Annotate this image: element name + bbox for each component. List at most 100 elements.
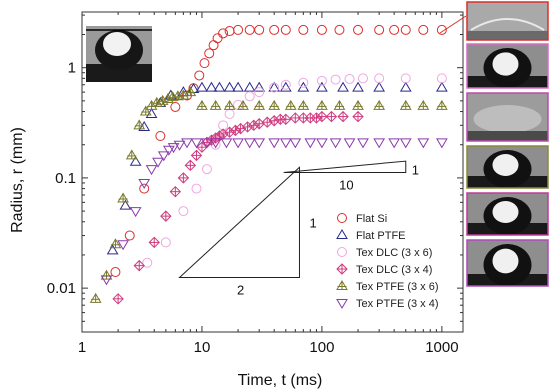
data-point	[190, 138, 203, 149]
legend-label: Tex PTFE (3 x 4)	[356, 298, 439, 310]
data-point	[160, 237, 171, 248]
data-point	[133, 119, 146, 130]
data-point	[352, 81, 364, 92]
legend-label: Flat PTFE	[356, 230, 406, 242]
droplet-shape	[473, 105, 542, 133]
data-point	[279, 81, 292, 92]
data-point	[178, 206, 189, 217]
data-point	[400, 73, 411, 84]
legend-label: Tex DLC (3 x 4)	[356, 264, 432, 276]
droplet-highlight	[492, 201, 519, 223]
thumb-frame	[466, 92, 549, 142]
legend-label: Tex DLC (3 x 6)	[356, 247, 432, 259]
data-point	[337, 81, 349, 92]
data-point	[316, 138, 328, 149]
data-point	[89, 292, 102, 303]
axis-ticks	[81, 12, 463, 333]
data-point	[117, 240, 129, 251]
legend-marker	[336, 263, 348, 275]
series-flat-ptfe	[106, 81, 448, 255]
data-point	[436, 138, 448, 149]
series-tex-ptfe-3-x-4	[100, 138, 448, 286]
data-point	[124, 230, 135, 241]
data-point	[191, 183, 202, 194]
data-point	[220, 138, 233, 149]
data-point	[253, 118, 265, 130]
data-point	[173, 140, 186, 151]
data-point	[330, 74, 341, 85]
data-point	[138, 178, 151, 189]
data-point	[209, 138, 222, 149]
legend-label: Tex PTFE (3 x 6)	[356, 281, 439, 293]
data-point	[224, 109, 235, 120]
slope-run-label: 10	[339, 177, 353, 192]
legend-marker	[336, 299, 348, 309]
data-point	[148, 236, 160, 249]
thumb-frame	[466, 192, 549, 236]
data-point	[201, 164, 212, 175]
data-point	[129, 155, 142, 166]
thumb-substrate	[467, 31, 548, 40]
data-point	[268, 81, 281, 92]
data-point	[279, 138, 292, 149]
data-point	[436, 24, 447, 35]
thumb-frame	[466, 1, 549, 41]
inset-substrate	[86, 64, 152, 82]
data-point	[112, 293, 124, 305]
thumb-frame	[466, 145, 549, 189]
data-point	[194, 70, 205, 81]
data-point	[344, 73, 355, 84]
data-point	[280, 24, 291, 35]
data-point	[253, 99, 266, 110]
data-point	[316, 110, 328, 123]
droplet-thumb-4	[466, 145, 549, 189]
thumb-frame	[466, 43, 549, 89]
data-point	[268, 138, 281, 149]
data-point	[388, 138, 401, 149]
y-tick-label: 1	[68, 60, 76, 77]
series-tex-ptfe-3-x-6	[89, 86, 448, 303]
data-point	[280, 113, 292, 126]
data-point	[399, 81, 412, 92]
thumb-substrate	[467, 131, 548, 141]
data-point	[374, 24, 385, 35]
data-point	[316, 24, 327, 35]
data-point	[334, 24, 345, 35]
x-tick-label: 1000	[425, 339, 458, 356]
droplet-thumb-5	[466, 192, 549, 236]
data-point	[100, 275, 113, 286]
series-tex-dlc-3-x-6	[142, 73, 447, 268]
data-point	[325, 110, 338, 123]
data-point	[268, 99, 281, 110]
plot-border	[81, 11, 464, 333]
thumb-frame	[466, 239, 549, 287]
legend-marker	[337, 247, 347, 257]
y-tick-label: 0.1	[55, 170, 76, 187]
data-point	[232, 81, 244, 92]
data-point	[145, 99, 158, 110]
data-point	[244, 91, 255, 102]
droplet-inset-main	[86, 26, 152, 82]
legend-label: Flat Si	[356, 213, 387, 225]
data-point	[232, 138, 244, 149]
droplet-highlight	[492, 52, 519, 76]
data-point	[223, 81, 236, 92]
data-point	[297, 99, 310, 110]
data-point	[204, 48, 215, 59]
data-point	[177, 172, 190, 184]
data-point	[269, 24, 280, 35]
data-point	[352, 99, 364, 110]
data-point	[196, 81, 208, 92]
data-point	[201, 138, 213, 149]
data-point	[284, 99, 297, 110]
data-point	[298, 24, 309, 35]
data-point	[212, 33, 223, 44]
data-point	[133, 259, 145, 272]
data-point	[199, 58, 210, 69]
data-point	[190, 149, 203, 162]
legend-entry: Tex DLC (3 x 4)	[336, 263, 432, 276]
legend-marker	[336, 280, 348, 290]
slope-rise-label: 1	[309, 215, 316, 230]
data-point	[218, 28, 229, 39]
